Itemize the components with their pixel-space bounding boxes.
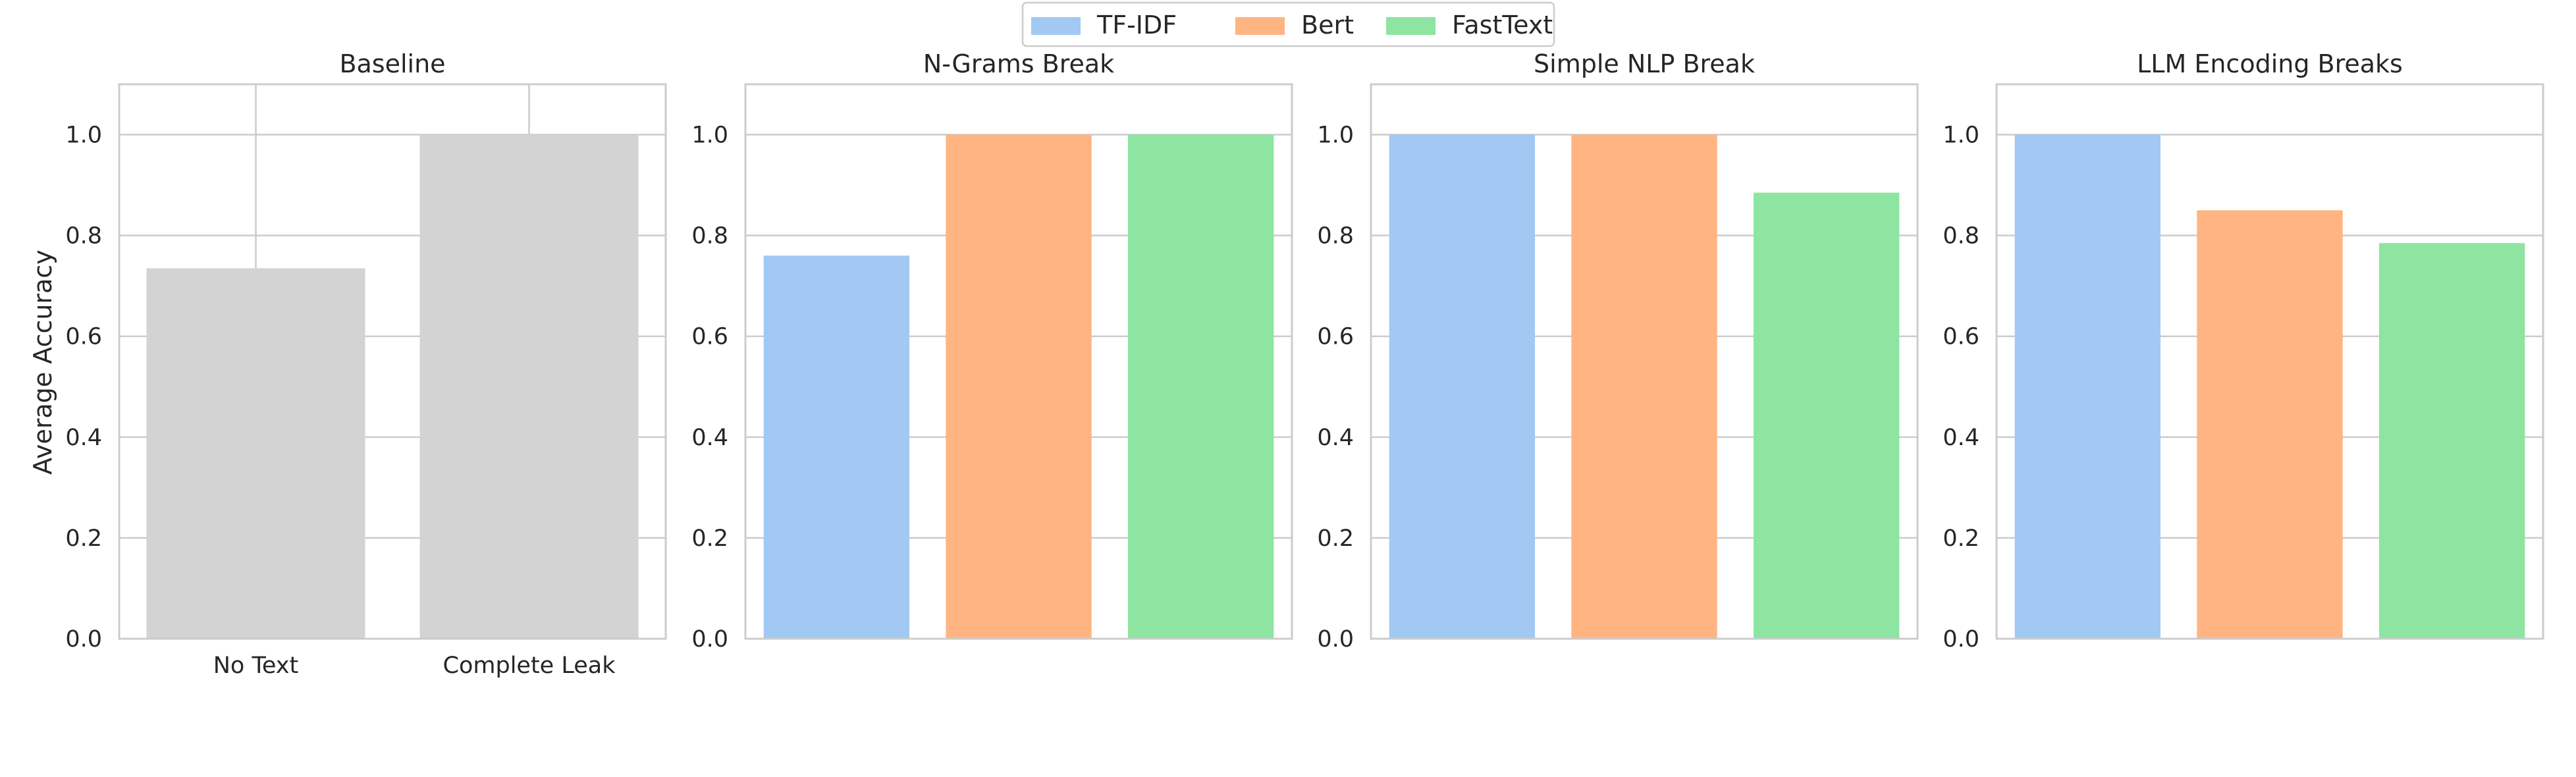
y-tick-label: 0.0 [1317,626,1354,653]
y-tick-label: 0.6 [1943,324,1979,350]
legend-label: TF-IDF [1096,11,1177,40]
y-tick-label: 1.0 [1943,122,1979,149]
panel-title: Baseline [339,49,445,78]
y-tick-label: 0.4 [691,425,728,451]
y-tick-label: 0.8 [65,223,102,250]
y-axis-label: Average Accuracy [28,250,57,475]
bar [2197,210,2343,639]
y-tick-label: 1.0 [691,122,728,149]
y-tick-label: 0.4 [65,425,102,451]
y-tick-label: 1.0 [1317,122,1354,149]
y-tick-label: 0.2 [691,525,728,552]
bar [1389,134,1535,639]
x-tick-label: Complete Leak [443,653,616,679]
panel-title: LLM Encoding Breaks [2137,49,2403,78]
legend-swatch [1235,17,1285,35]
bar [1754,192,1900,639]
y-tick-label: 0.8 [1317,223,1354,250]
y-tick-label: 0.0 [691,626,728,653]
legend-label: FastText [1452,11,1553,40]
chart-panel: 0.0 0.2 0.4 0.6 0.8 1.0 N-Grams Break [691,49,1293,653]
y-tick-label: 0.0 [1943,626,1979,653]
y-tick-label: 0.2 [1943,525,1979,552]
plot-frame [118,83,667,640]
y-tick-label: 0.8 [1943,223,1979,250]
bar [763,255,909,639]
y-tick-label: 0.2 [65,525,102,552]
y-tick-label: 0.0 [65,626,102,653]
x-tick-label: No Text [213,653,299,679]
y-tick-label: 0.8 [691,223,728,250]
bar [2379,243,2525,639]
chart-panels: No Text Complete Leak 0.0 0.2 0.4 0.6 0.8 1.0 Ba… [65,49,2544,679]
y-tick-label: 1.0 [65,122,102,149]
legend-swatch [1386,17,1436,35]
chart-panel: No Text Complete Leak 0.0 0.2 0.4 0.6 0.8 1.0 Ba… [65,49,667,679]
legend-swatch [1031,17,1081,35]
bar [946,134,1092,639]
legend: TF-IDF Bert FastText [1021,1,1555,47]
chart-panel: 0.0 0.2 0.4 0.6 0.8 1.0 LLM Encoding Breaks [1943,49,2544,653]
plot-frame [1995,83,2544,640]
bar [1571,134,1717,639]
y-tick-label: 0.4 [1317,425,1354,451]
y-tick-label: 0.6 [65,324,102,350]
legend-label: Bert [1301,11,1354,40]
y-tick-label: 0.4 [1943,425,1979,451]
y-tick-label: 0.6 [691,324,728,350]
bar [146,268,365,639]
chart-panel: 0.0 0.2 0.4 0.6 0.8 1.0 Simple NLP Break [1317,49,1919,653]
panel-title: N-Grams Break [923,49,1114,78]
panel-title: Simple NLP Break [1534,49,1755,78]
plot-frame [744,83,1293,640]
plot-frame [1370,83,1919,640]
y-tick-label: 0.6 [1317,324,1354,350]
y-tick-label: 0.2 [1317,525,1354,552]
bar [2014,134,2160,639]
legend-frame [1021,1,1555,47]
bar [419,134,639,639]
bar [1128,134,1274,639]
